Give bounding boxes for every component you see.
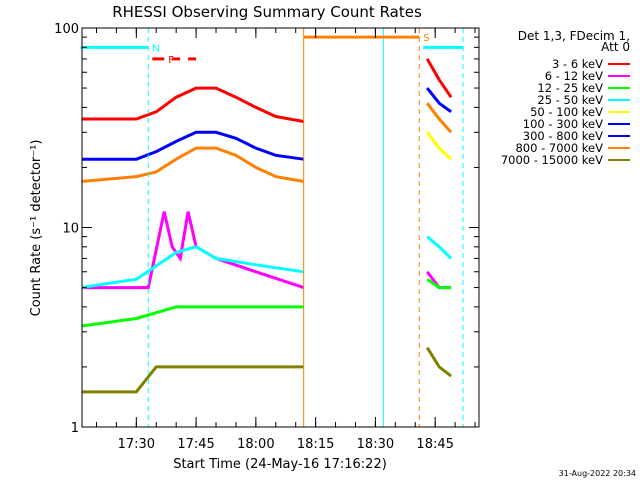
- series-4-segment-1: [426, 131, 453, 161]
- legend-label-7: 800 - 7000 keV: [515, 141, 603, 155]
- series-5-segment-0: [82, 130, 304, 161]
- state-bar-label-5: S: [423, 33, 429, 44]
- series-1-segment-1: [426, 270, 452, 290]
- series-5-segment-1: [426, 87, 452, 114]
- vertical-markers: [147, 28, 464, 427]
- legend-label-1: 6 - 12 keV: [545, 69, 603, 83]
- state-bar-label-0: N: [152, 43, 159, 54]
- y-tick-label: 1: [71, 421, 79, 436]
- series-3-segment-0: [82, 245, 304, 289]
- y-tick-label: 100: [54, 22, 79, 37]
- x-tick-label: 17:45: [177, 437, 214, 452]
- y-axis-label: Count Rate (s⁻¹ detector⁻¹): [29, 140, 44, 317]
- x-tick-label: 18:00: [237, 437, 274, 452]
- x-tick-label: 18:15: [297, 437, 334, 452]
- series-2-segment-0: [82, 305, 304, 328]
- axes: 1 10 100 17:30 17:45 18:00 18:15 18:30 18:45: [54, 22, 479, 452]
- x-axis-label: Start Time (24-May-16 17:16:22): [173, 457, 387, 472]
- x-tick-label: 18:30: [357, 437, 394, 452]
- state-bars: NF S: [80, 33, 464, 66]
- series-7-segment-0: [82, 146, 304, 183]
- y-tick-label: 10: [62, 222, 79, 237]
- chart-title: RHESSI Observing Summary Count Rates: [112, 3, 422, 21]
- legend-label-5: 100 - 300 keV: [523, 117, 603, 131]
- series-2-segment-1: [426, 278, 452, 290]
- legend-label-0: 3 - 6 keV: [552, 57, 603, 71]
- series-0-segment-0: [82, 86, 304, 123]
- series-8-segment-0: [82, 365, 304, 394]
- legend-label-4: 50 - 100 keV: [530, 105, 603, 119]
- legend-label-3: 25 - 50 keV: [537, 93, 603, 107]
- legend-label-2: 12 - 25 keV: [537, 81, 603, 95]
- series-7-segment-1: [426, 102, 453, 134]
- timestamp: 31-Aug-2022 20:34: [559, 469, 636, 478]
- state-bar-label-2: F: [168, 55, 174, 66]
- legend-header-line-1: Det 1,3, FDecim 1,: [518, 29, 630, 43]
- legend-label-8: 7000 - 15000 keV: [501, 153, 603, 167]
- data-traces: [82, 58, 453, 394]
- series-1-segment-0: [82, 211, 305, 290]
- x-tick-label: 18:45: [416, 437, 453, 452]
- x-tick-label: 17:30: [118, 437, 155, 452]
- legend-header-line-2: Att 0: [601, 40, 630, 54]
- series-8-segment-1: [425, 346, 453, 378]
- series-0-segment-1: [425, 58, 453, 99]
- series-3-segment-1: [426, 235, 453, 260]
- legend-label-6: 300 - 800 keV: [523, 129, 603, 143]
